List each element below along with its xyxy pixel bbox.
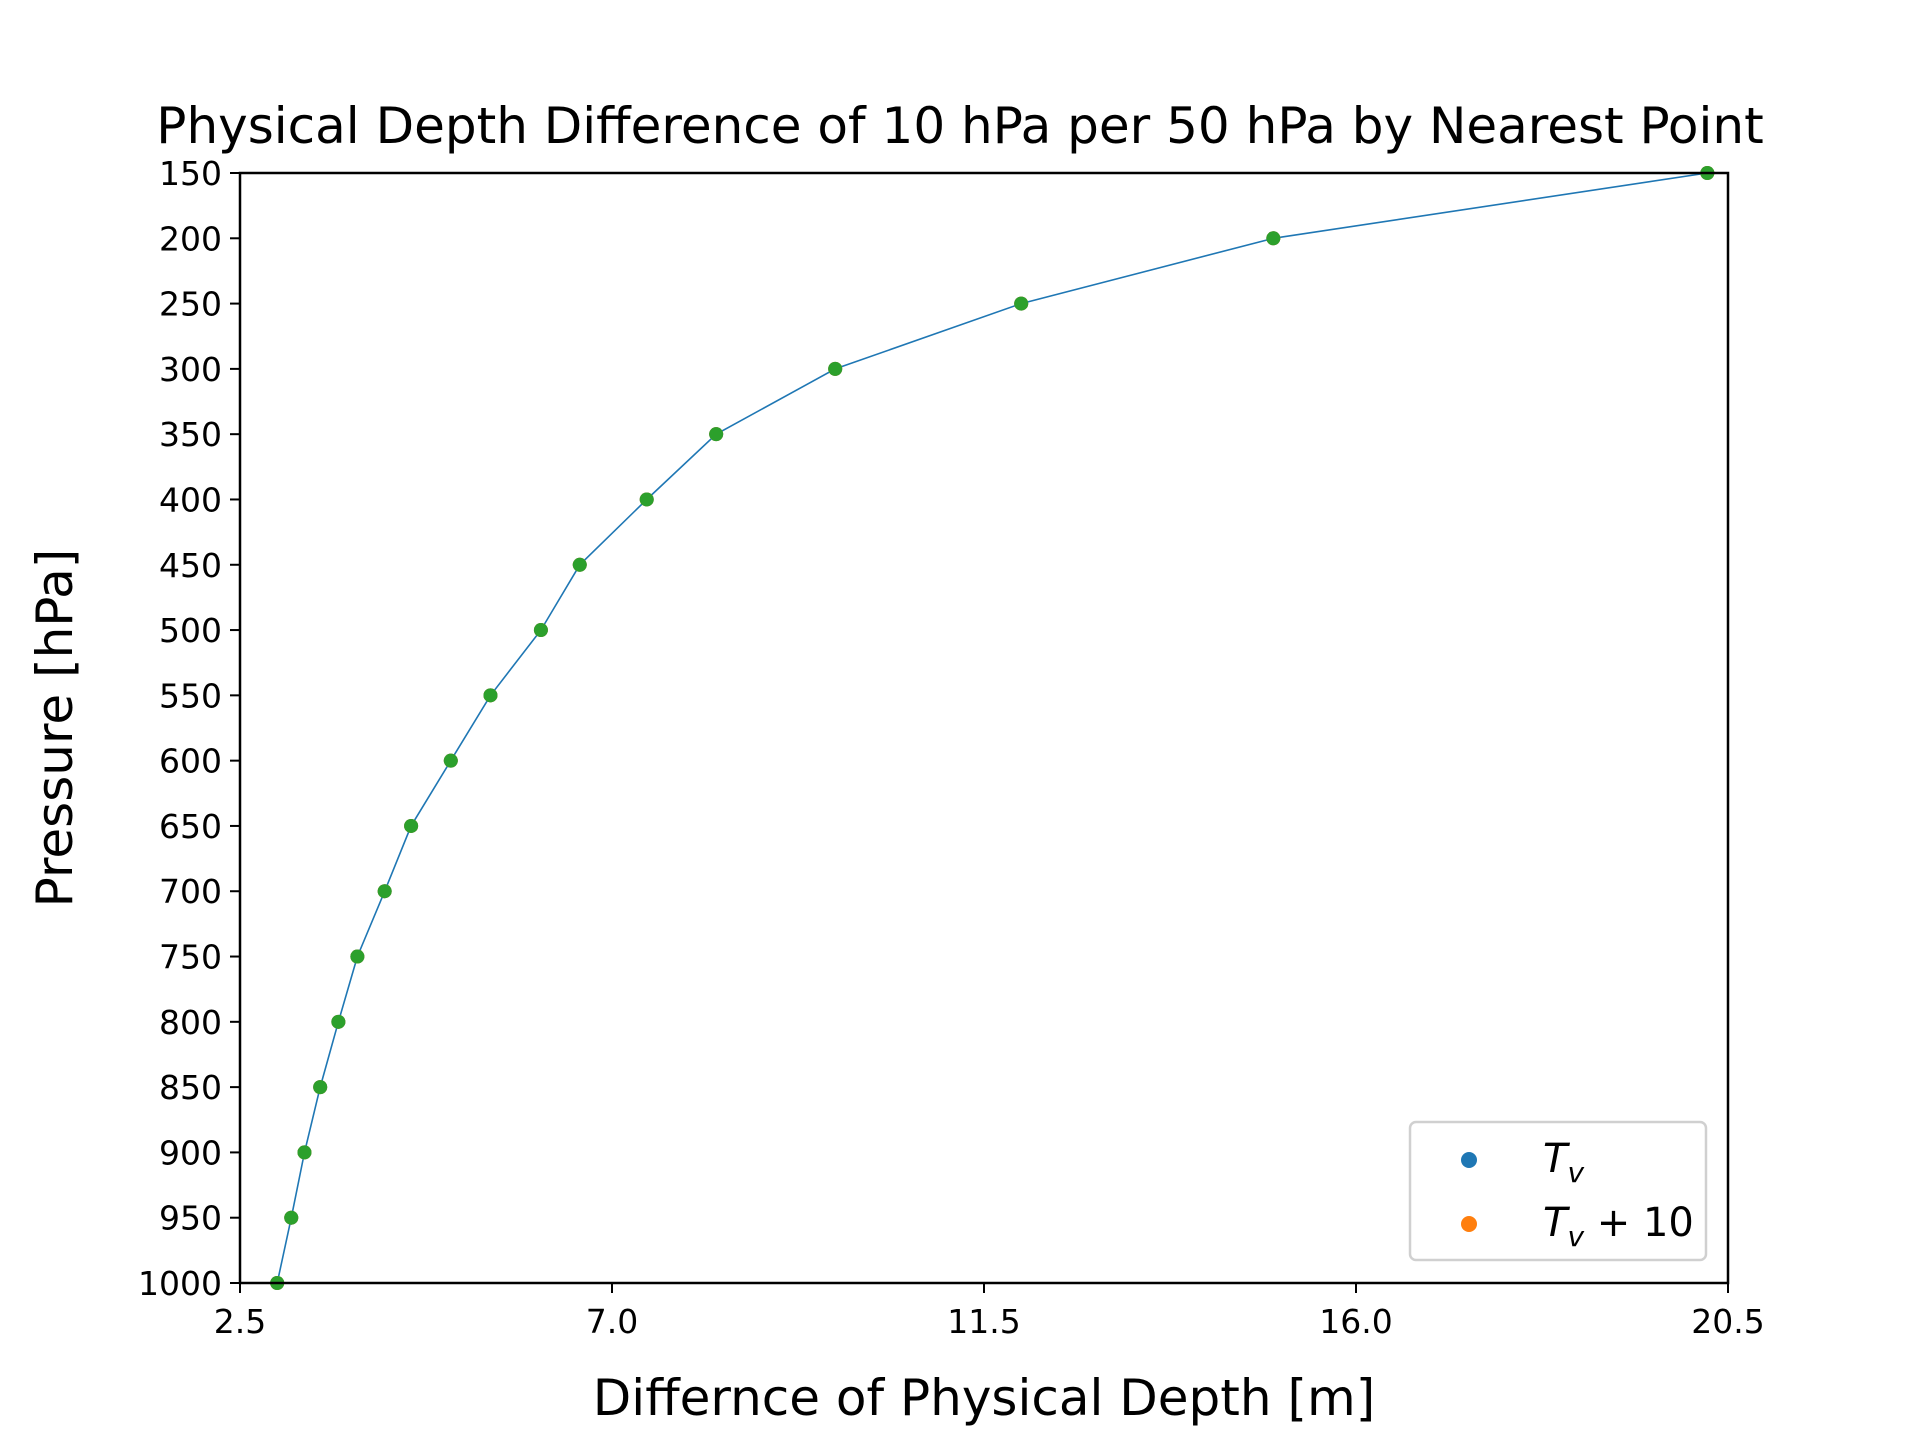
y-tick-label: 650 xyxy=(159,807,222,846)
overlay-point xyxy=(1266,231,1281,246)
legend-marker-tv xyxy=(1461,1152,1477,1168)
legend-marker-tv-plus-10 xyxy=(1461,1216,1477,1232)
y-tick-label: 450 xyxy=(159,546,222,585)
overlay-point xyxy=(828,361,843,376)
y-axis-ticks: 150 200 250 300 350 400 450 500 550 600 650 700 750 8… xyxy=(138,154,240,1303)
series-line-0 xyxy=(276,172,1708,1284)
chart-title: Physical Depth Difference of 10 hPa per … xyxy=(156,97,1763,155)
overlay-point xyxy=(1014,296,1029,311)
y-tick-label: 850 xyxy=(159,1068,222,1107)
plot-area xyxy=(240,173,1728,1283)
y-tick-label: 900 xyxy=(159,1133,222,1172)
overlay-point xyxy=(483,688,498,703)
overlay-point xyxy=(377,884,392,899)
x-tick-label: 2.5 xyxy=(214,1302,266,1341)
y-tick-label: 350 xyxy=(159,415,222,454)
overlay-point xyxy=(284,1210,299,1225)
y-tick-label: 500 xyxy=(159,611,222,650)
y-tick-label: 1000 xyxy=(138,1264,222,1303)
y-tick-label: 700 xyxy=(159,872,222,911)
overlay-point xyxy=(533,623,548,638)
x-tick-label: 20.5 xyxy=(1691,1302,1764,1341)
y-tick-label: 300 xyxy=(159,350,222,389)
overlay-point xyxy=(404,818,419,833)
y-tick-label: 750 xyxy=(159,938,222,977)
x-tick-label: 11.5 xyxy=(947,1302,1020,1341)
x-tick-label: 7.0 xyxy=(586,1302,638,1341)
legend-label-tv-plus-10: Tv + 10 xyxy=(1543,1200,1694,1253)
overlay-point xyxy=(709,427,724,442)
y-tick-label: 400 xyxy=(159,480,222,519)
overlay-point xyxy=(297,1145,312,1160)
y-tick-label: 150 xyxy=(159,154,222,193)
y-tick-label: 200 xyxy=(159,219,222,258)
y-tick-label: 600 xyxy=(159,742,222,781)
legend-box xyxy=(1408,1120,1708,1262)
y-tick-label: 800 xyxy=(159,1003,222,1042)
x-axis-ticks: 2.5 7.0 11.5 16.0 20.5 xyxy=(214,1283,1765,1341)
overlay-point xyxy=(639,492,654,507)
plot-frame xyxy=(238,171,1730,1285)
y-tick-label: 550 xyxy=(159,676,222,715)
legend: Tv Tv + 10 xyxy=(1408,1120,1708,1262)
legend-label-tv: Tv xyxy=(1543,1136,1584,1189)
y-axis-title: Pressure [hPa] xyxy=(26,549,84,908)
y-tick-label: 250 xyxy=(159,285,222,324)
x-axis-title: Differnce of Physical Depth [m] xyxy=(593,1369,1375,1427)
overlay-point xyxy=(443,753,458,768)
overlay-point xyxy=(331,1014,346,1029)
overlay-point xyxy=(350,949,365,964)
overlay-point xyxy=(572,557,587,572)
series-layer xyxy=(270,166,1715,1290)
x-tick-label: 16.0 xyxy=(1319,1302,1392,1341)
overlay-point xyxy=(313,1080,328,1095)
y-tick-label: 950 xyxy=(159,1199,222,1238)
